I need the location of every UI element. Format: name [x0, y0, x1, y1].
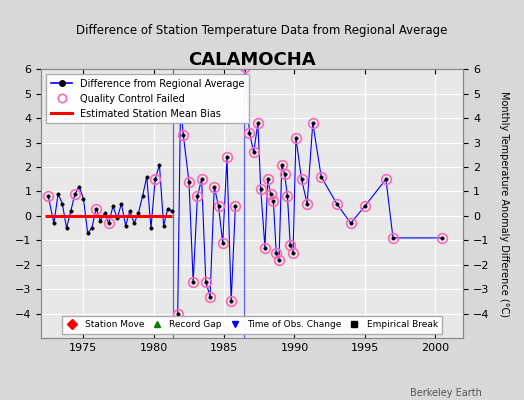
Text: Berkeley Earth: Berkeley Earth: [410, 388, 482, 398]
Y-axis label: Monthly Temperature Anomaly Difference (°C): Monthly Temperature Anomaly Difference (…: [499, 91, 509, 317]
Text: Difference of Station Temperature Data from Regional Average: Difference of Station Temperature Data f…: [77, 24, 447, 37]
Legend: Station Move, Record Gap, Time of Obs. Change, Empirical Break: Station Move, Record Gap, Time of Obs. C…: [62, 316, 442, 334]
Title: CALAMOCHA: CALAMOCHA: [189, 51, 316, 69]
